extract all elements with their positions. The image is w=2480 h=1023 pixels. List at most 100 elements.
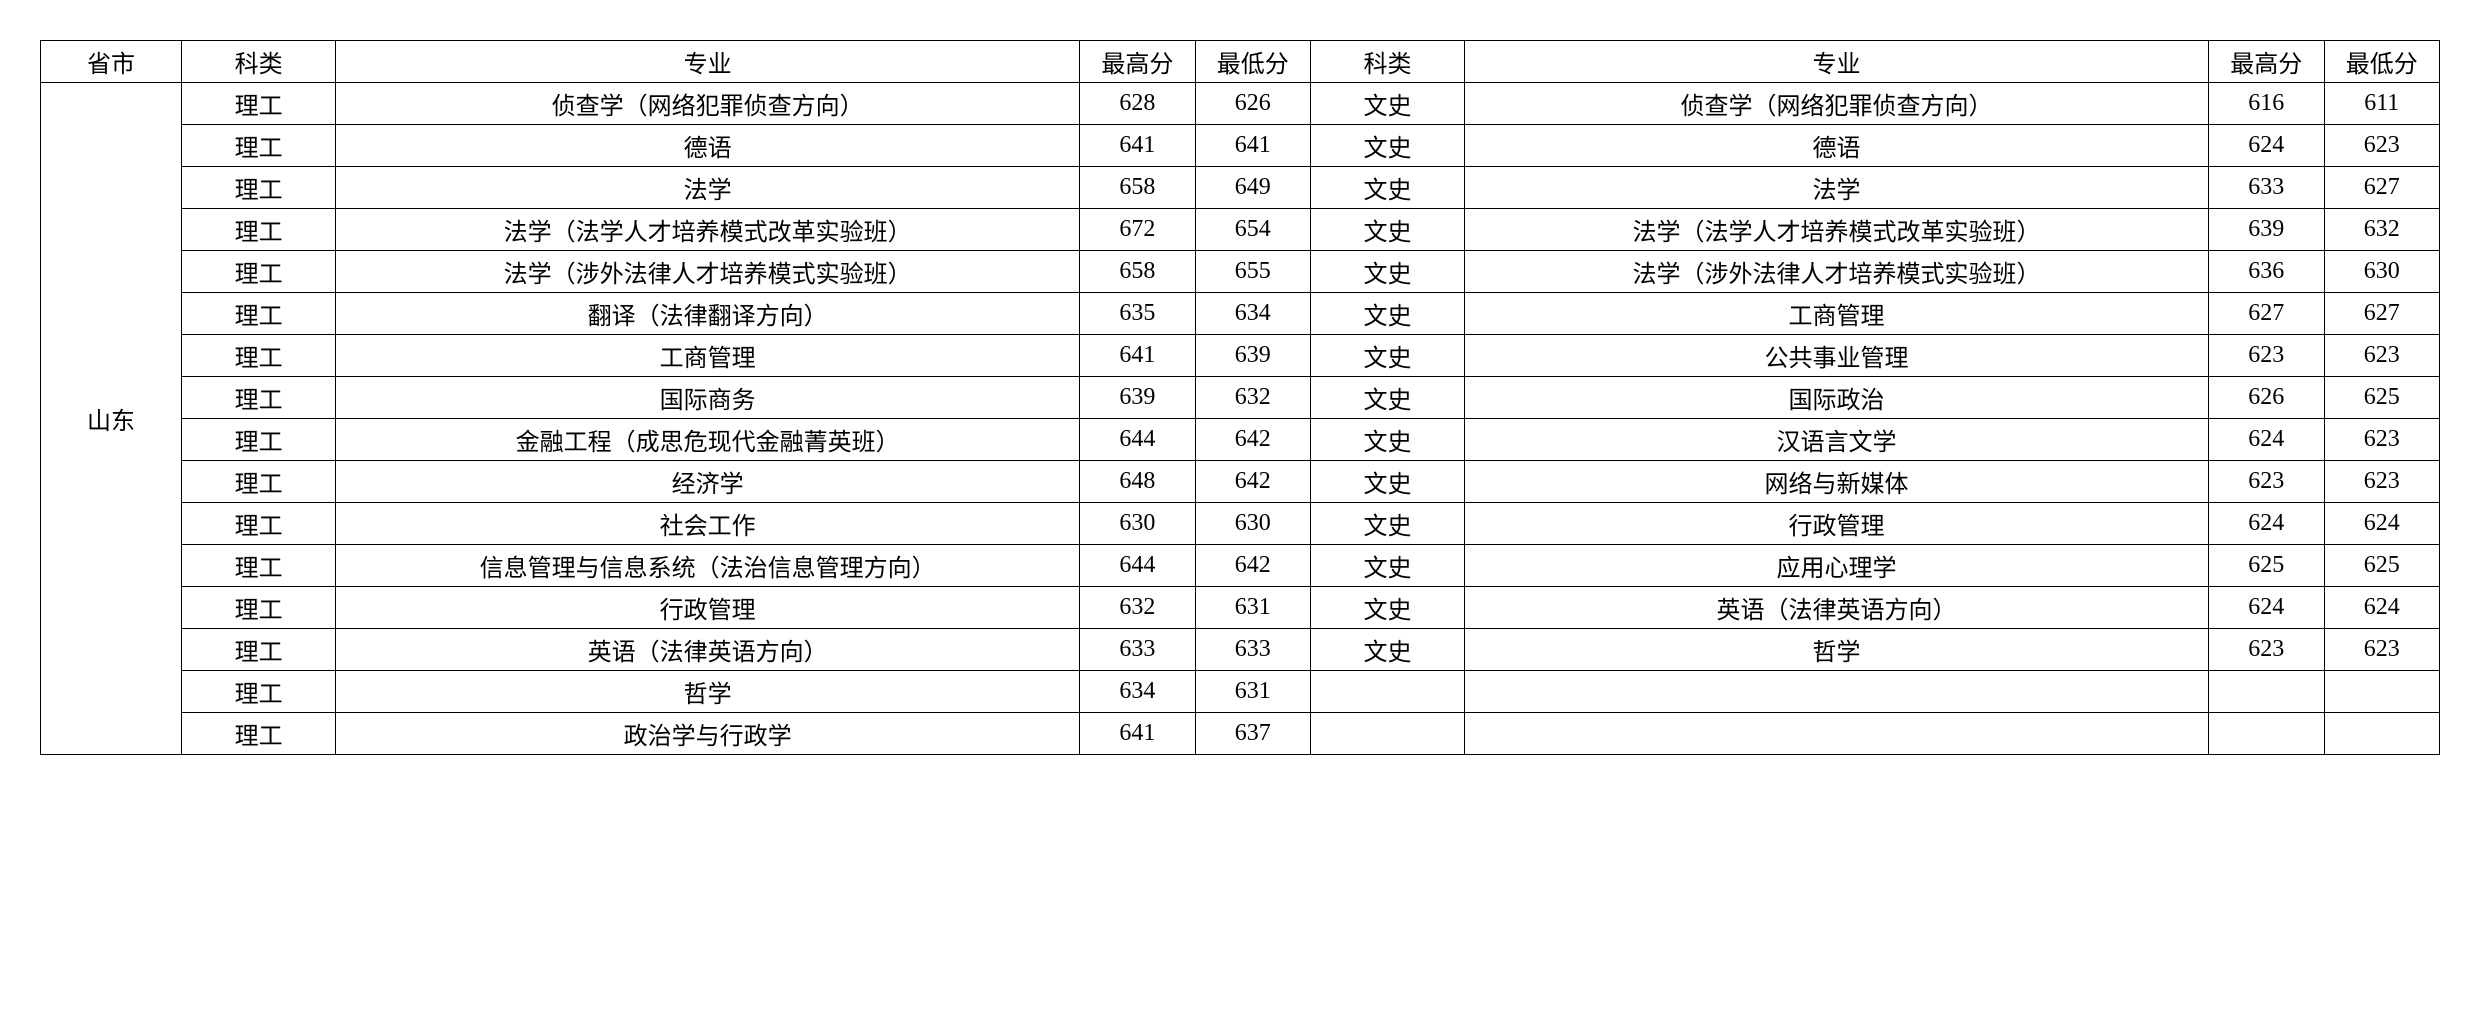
cell-track-left: 理工	[182, 419, 336, 461]
cell-major-left: 法学	[336, 167, 1080, 209]
cell-track-left: 理工	[182, 377, 336, 419]
cell-track-left: 理工	[182, 671, 336, 713]
col-province: 省市	[41, 41, 182, 83]
cell-low-left: 649	[1195, 167, 1310, 209]
table-header-row: 省市 科类 专业 最高分 最低分 科类 专业 最高分 最低分	[41, 41, 2440, 83]
cell-high-right: 625	[2209, 545, 2324, 587]
cell-major-left: 经济学	[336, 461, 1080, 503]
cell-track-right: 文史	[1311, 251, 1465, 293]
cell-track-right	[1311, 671, 1465, 713]
cell-high-right: 633	[2209, 167, 2324, 209]
cell-major-left: 侦查学（网络犯罪侦查方向）	[336, 83, 1080, 125]
cell-track-right: 文史	[1311, 335, 1465, 377]
cell-low-left: 631	[1195, 587, 1310, 629]
cell-low-right: 611	[2324, 83, 2440, 125]
cell-high-right: 624	[2209, 419, 2324, 461]
cell-major-left: 法学（涉外法律人才培养模式实验班）	[336, 251, 1080, 293]
cell-major-left: 翻译（法律翻译方向）	[336, 293, 1080, 335]
cell-major-left: 德语	[336, 125, 1080, 167]
cell-major-left: 信息管理与信息系统（法治信息管理方向）	[336, 545, 1080, 587]
cell-low-right: 623	[2324, 461, 2440, 503]
cell-track-right: 文史	[1311, 503, 1465, 545]
cell-track-left: 理工	[182, 629, 336, 671]
cell-low-right: 625	[2324, 545, 2440, 587]
cell-low-left: 642	[1195, 545, 1310, 587]
cell-high-left: 672	[1080, 209, 1195, 251]
cell-low-right: 623	[2324, 335, 2440, 377]
cell-major-left: 工商管理	[336, 335, 1080, 377]
cell-major-left: 法学（法学人才培养模式改革实验班）	[336, 209, 1080, 251]
cell-low-left: 631	[1195, 671, 1310, 713]
cell-high-right: 623	[2209, 461, 2324, 503]
cell-low-right: 624	[2324, 587, 2440, 629]
cell-low-left: 639	[1195, 335, 1310, 377]
cell-low-right	[2324, 671, 2440, 713]
cell-major-right: 德语	[1464, 125, 2208, 167]
cell-high-left: 658	[1080, 251, 1195, 293]
table-row: 理工社会工作630630文史行政管理624624	[41, 503, 2440, 545]
cell-high-right: 627	[2209, 293, 2324, 335]
cell-low-right	[2324, 713, 2440, 755]
cell-major-right	[1464, 713, 2208, 755]
cell-low-right: 632	[2324, 209, 2440, 251]
cell-track-right: 文史	[1311, 293, 1465, 335]
cell-major-right: 网络与新媒体	[1464, 461, 2208, 503]
cell-track-right: 文史	[1311, 377, 1465, 419]
cell-major-left: 哲学	[336, 671, 1080, 713]
cell-low-right: 627	[2324, 293, 2440, 335]
cell-low-right: 623	[2324, 125, 2440, 167]
cell-high-right: 624	[2209, 503, 2324, 545]
cell-low-left: 642	[1195, 419, 1310, 461]
cell-track-right: 文史	[1311, 545, 1465, 587]
cell-high-left: 641	[1080, 335, 1195, 377]
cell-track-left: 理工	[182, 293, 336, 335]
cell-high-left: 644	[1080, 545, 1195, 587]
cell-low-right: 627	[2324, 167, 2440, 209]
table-row: 理工政治学与行政学641637	[41, 713, 2440, 755]
cell-high-right: 626	[2209, 377, 2324, 419]
cell-track-left: 理工	[182, 125, 336, 167]
cell-high-left: 633	[1080, 629, 1195, 671]
table-row: 理工德语641641文史德语624623	[41, 125, 2440, 167]
cell-major-left: 英语（法律英语方向）	[336, 629, 1080, 671]
table-row: 理工英语（法律英语方向）633633文史哲学623623	[41, 629, 2440, 671]
cell-major-right: 法学	[1464, 167, 2208, 209]
cell-high-right: 624	[2209, 125, 2324, 167]
cell-track-left: 理工	[182, 251, 336, 293]
cell-high-left: 658	[1080, 167, 1195, 209]
cell-track-right: 文史	[1311, 419, 1465, 461]
cell-track-right: 文史	[1311, 167, 1465, 209]
table-row: 理工哲学634631	[41, 671, 2440, 713]
cell-high-right: 639	[2209, 209, 2324, 251]
cell-high-left: 641	[1080, 713, 1195, 755]
cell-major-left: 政治学与行政学	[336, 713, 1080, 755]
cell-major-right: 工商管理	[1464, 293, 2208, 335]
cell-track-right: 文史	[1311, 83, 1465, 125]
col-high-right: 最高分	[2209, 41, 2324, 83]
cell-high-right	[2209, 713, 2324, 755]
cell-low-right: 630	[2324, 251, 2440, 293]
cell-low-right: 623	[2324, 629, 2440, 671]
cell-major-right: 英语（法律英语方向）	[1464, 587, 2208, 629]
table-row: 理工法学658649文史法学633627	[41, 167, 2440, 209]
table-row: 山东理工侦查学（网络犯罪侦查方向）628626文史侦查学（网络犯罪侦查方向）61…	[41, 83, 2440, 125]
cell-track-left: 理工	[182, 503, 336, 545]
col-major-left: 专业	[336, 41, 1080, 83]
cell-high-left: 630	[1080, 503, 1195, 545]
cell-high-right	[2209, 671, 2324, 713]
col-major-right: 专业	[1464, 41, 2208, 83]
table-row: 理工经济学648642文史网络与新媒体623623	[41, 461, 2440, 503]
cell-high-left: 635	[1080, 293, 1195, 335]
cell-track-left: 理工	[182, 713, 336, 755]
cell-major-left: 社会工作	[336, 503, 1080, 545]
cell-major-right: 应用心理学	[1464, 545, 2208, 587]
table-row: 理工信息管理与信息系统（法治信息管理方向）644642文史应用心理学625625	[41, 545, 2440, 587]
cell-track-right: 文史	[1311, 461, 1465, 503]
admission-scores-table: 省市 科类 专业 最高分 最低分 科类 专业 最高分 最低分 山东理工侦查学（网…	[40, 40, 2440, 755]
cell-track-left: 理工	[182, 461, 336, 503]
cell-major-right: 侦查学（网络犯罪侦查方向）	[1464, 83, 2208, 125]
cell-low-right: 624	[2324, 503, 2440, 545]
col-low-left: 最低分	[1195, 41, 1310, 83]
cell-track-right: 文史	[1311, 587, 1465, 629]
table-row: 理工法学（涉外法律人才培养模式实验班）658655文史法学（涉外法律人才培养模式…	[41, 251, 2440, 293]
